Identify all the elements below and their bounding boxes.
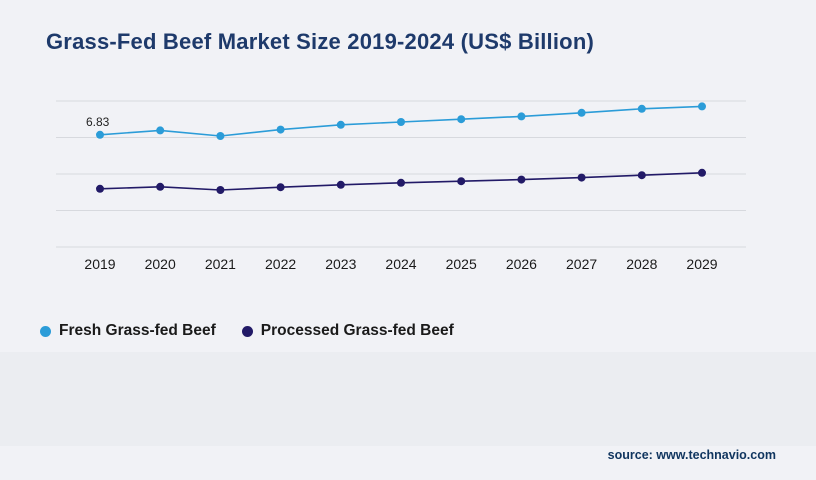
- x-axis-label: 2022: [265, 256, 297, 272]
- data-point-processed: [336, 180, 345, 189]
- data-point-processed: [276, 183, 285, 192]
- chart-legend: Fresh Grass-fed Beef Processed Grass-fed …: [40, 322, 454, 340]
- data-point-processed: [517, 175, 526, 184]
- legend-label: Fresh Grass-fed Beef: [59, 322, 216, 339]
- data-point-fresh: [276, 125, 285, 134]
- x-axis-label: 2026: [505, 256, 537, 272]
- data-point-processed: [457, 177, 466, 186]
- data-point-processed: [637, 171, 646, 180]
- data-point-fresh: [96, 130, 104, 139]
- legend-marker-fresh: [40, 325, 51, 337]
- data-point-fresh: [637, 104, 646, 113]
- legend-item-processed: Processed Grass-fed Beef: [241, 322, 454, 340]
- legend-marker-processed: [241, 325, 253, 337]
- legend-item-fresh: Fresh Grass-fed Beef: [40, 322, 216, 340]
- data-point-fresh: [216, 132, 225, 140]
- x-axis-label: 2027: [566, 256, 598, 272]
- data-point-fresh: [577, 108, 586, 117]
- x-axis-label: 2028: [626, 256, 658, 272]
- x-axis-label: 2023: [325, 256, 357, 272]
- x-axis-label: 2020: [144, 256, 176, 272]
- data-point-processed: [698, 168, 706, 177]
- source-text: source: www.technavio.com: [607, 448, 776, 462]
- x-axis-label: 2019: [84, 256, 116, 272]
- x-axis-label: 2021: [204, 256, 236, 272]
- data-point-fresh: [517, 112, 526, 121]
- data-point-processed: [216, 186, 225, 194]
- x-axis-label: 2025: [445, 256, 477, 272]
- x-axis-label: 2029: [686, 256, 718, 272]
- data-point-processed: [156, 182, 165, 191]
- data-point-fresh: [336, 120, 345, 129]
- x-axis-label: 2024: [385, 256, 417, 272]
- data-point-processed: [96, 184, 104, 193]
- data-point-processed: [577, 173, 586, 182]
- legend-label: Processed Grass-fed Beef: [260, 322, 454, 339]
- lower-band: [0, 352, 816, 446]
- data-point-fresh: [156, 126, 165, 135]
- page-title: Grass-Fed Beef Market Size 2019-2024 (US…: [46, 28, 594, 54]
- data-point-fresh: [457, 115, 466, 124]
- data-point-fresh: [397, 118, 405, 126]
- data-point-fresh: [698, 102, 706, 111]
- data-point-processed: [397, 178, 405, 187]
- data-label-first-point: 6.83: [86, 114, 110, 129]
- chart-svg: [56, 100, 746, 248]
